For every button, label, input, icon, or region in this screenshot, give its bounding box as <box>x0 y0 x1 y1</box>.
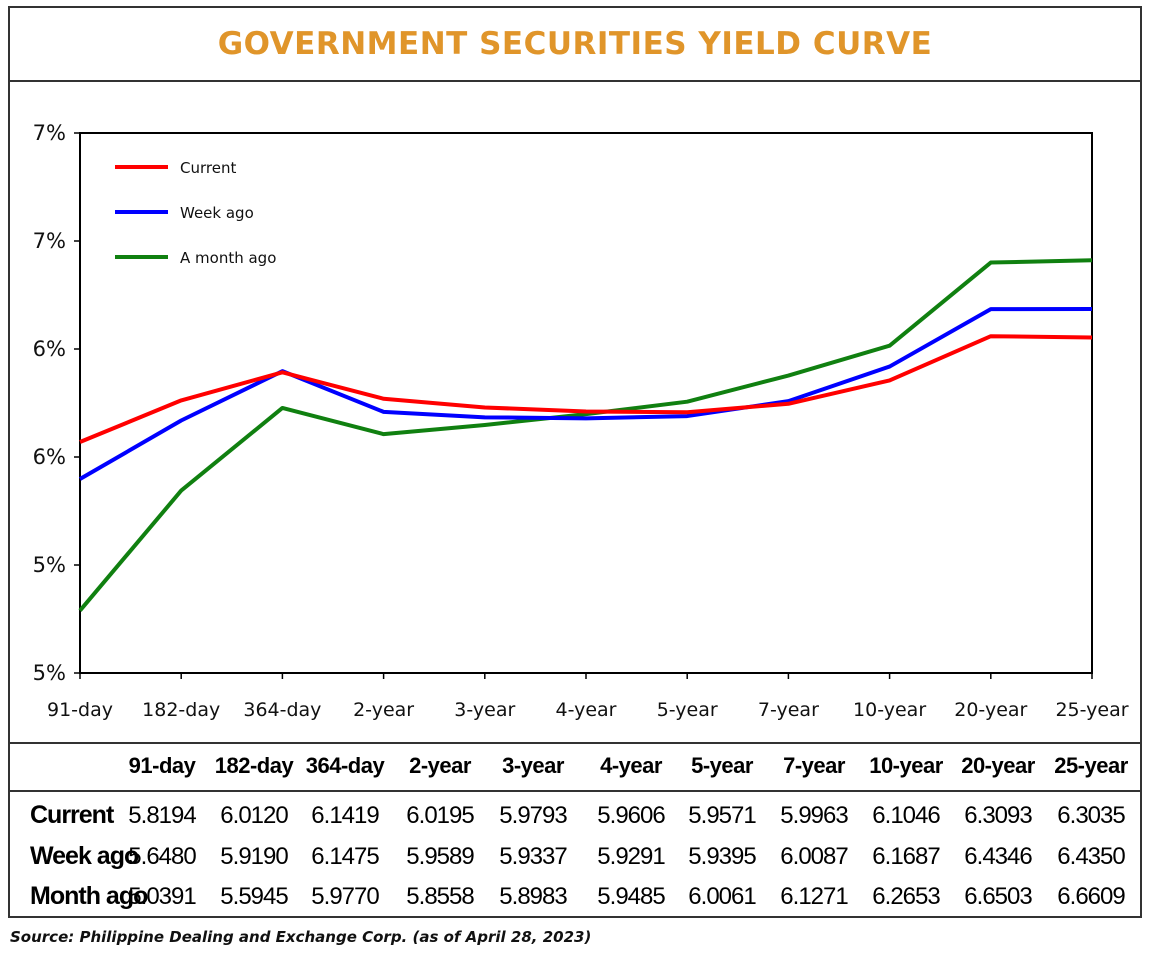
table-cell: 6.1271 <box>780 883 848 910</box>
table-row-label: Month ago <box>30 882 148 910</box>
table-cell: 6.3093 <box>964 802 1032 829</box>
x-tick-label: 7-year <box>758 699 819 721</box>
table-cell: 6.4350 <box>1057 843 1125 870</box>
table-cell: 5.8983 <box>499 883 567 910</box>
x-tick-label: 91-day <box>47 699 113 721</box>
table-cell: 5.9395 <box>688 843 756 870</box>
y-tick-label: 5% <box>33 553 66 577</box>
x-tick-label: 364-day <box>243 699 321 721</box>
table-header-cell: 3-year <box>502 753 564 778</box>
table-cell: 6.0195 <box>406 802 474 829</box>
legend-label-month-ago: A month ago <box>180 249 276 267</box>
y-tick-label: 6% <box>33 337 66 361</box>
table-header-cell: 91-day <box>128 753 196 778</box>
table-cell: 5.6480 <box>128 843 196 870</box>
series-line-month-ago <box>78 258 1093 612</box>
table-cell: 5.0391 <box>128 883 196 910</box>
table-cell: 6.4346 <box>964 843 1032 870</box>
chart-title: GOVERNMENT SECURITIES YIELD CURVE <box>10 8 1140 82</box>
table-cell: 6.1419 <box>311 802 379 829</box>
series-line-week-ago <box>78 307 1093 481</box>
table-header-cell: 20-year <box>961 753 1035 778</box>
table-header-cell: 25-year <box>1054 753 1128 778</box>
source-note: Source: Philippine Dealing and Exchange … <box>10 928 592 946</box>
table-cell: 6.1475 <box>311 843 379 870</box>
table-header-cell: 10-year <box>869 753 943 778</box>
table-cell: 5.9337 <box>499 843 567 870</box>
x-tick-label: 2-year <box>353 699 414 721</box>
x-tick-label: 5-year <box>657 699 718 721</box>
legend-label-week-ago: Week ago <box>180 204 254 222</box>
x-tick-label: 182-day <box>142 699 220 721</box>
table-cell: 5.9485 <box>597 883 665 910</box>
yield-curve-chart: 7% 7% 6% 6% 5% 5% 91-day 182-day 364-day 2-year 3-… <box>33 121 1129 721</box>
table-header-cell: 364-day <box>305 753 385 778</box>
table-cell: 5.9589 <box>406 843 474 870</box>
y-tick-label: 6% <box>33 445 66 469</box>
chart-frame: GOVERNMENT SECURITIES YIELD CURVE <box>8 6 1142 918</box>
table-row-label: Current <box>30 801 114 829</box>
y-tick-label: 7% <box>33 229 66 253</box>
table-cell: 6.6503 <box>964 883 1032 910</box>
table-header-cell: 4-year <box>600 753 662 778</box>
table-cell: 6.0087 <box>780 843 848 870</box>
table-cell: 6.0061 <box>688 883 756 910</box>
table-cell: 6.2653 <box>872 883 940 910</box>
table-cell: 6.1687 <box>872 843 940 870</box>
x-tick-label: 3-year <box>454 699 515 721</box>
table-cell: 5.9606 <box>597 802 665 829</box>
table-header-cell: 182-day <box>214 753 294 778</box>
table-cell: 6.0120 <box>220 802 288 829</box>
y-tick-label: 5% <box>33 661 66 685</box>
table-cell: 6.3035 <box>1057 802 1125 829</box>
table-cell: 5.9291 <box>597 843 665 870</box>
table-cell: 5.9793 <box>499 802 567 829</box>
x-tick-label: 20-year <box>954 699 1027 721</box>
series-line-current <box>79 334 1093 444</box>
x-tick-label: 10-year <box>853 699 926 721</box>
table-cell: 5.9571 <box>688 802 756 829</box>
y-tick-label: 7% <box>33 121 66 145</box>
table-cell: 5.9770 <box>311 883 379 910</box>
yield-table-header: 91-day 182-day 364-day 2-year 3-year 4-year 5-… <box>8 744 1142 792</box>
table-cell: 5.8194 <box>128 802 196 829</box>
table-header-cell: 2-year <box>409 753 471 778</box>
table-header-cell: 7-year <box>783 753 845 778</box>
table-cell: 5.9963 <box>780 802 848 829</box>
table-cell: 5.9190 <box>220 843 288 870</box>
yield-table: 91-day 182-day 364-day 2-year 3-year 4-year 5-… <box>8 742 1142 920</box>
table-header-cell: 5-year <box>691 753 753 778</box>
table-cell: 5.5945 <box>220 883 288 910</box>
table-cell: 6.1046 <box>872 802 940 829</box>
x-tick-label: 25-year <box>1055 699 1128 721</box>
legend-label-current: Current <box>180 159 236 177</box>
table-row-label: Week ago <box>30 842 139 870</box>
table-cell: 5.8558 <box>406 883 474 910</box>
table-cell: 6.6609 <box>1057 883 1125 910</box>
x-tick-label: 4-year <box>556 699 617 721</box>
